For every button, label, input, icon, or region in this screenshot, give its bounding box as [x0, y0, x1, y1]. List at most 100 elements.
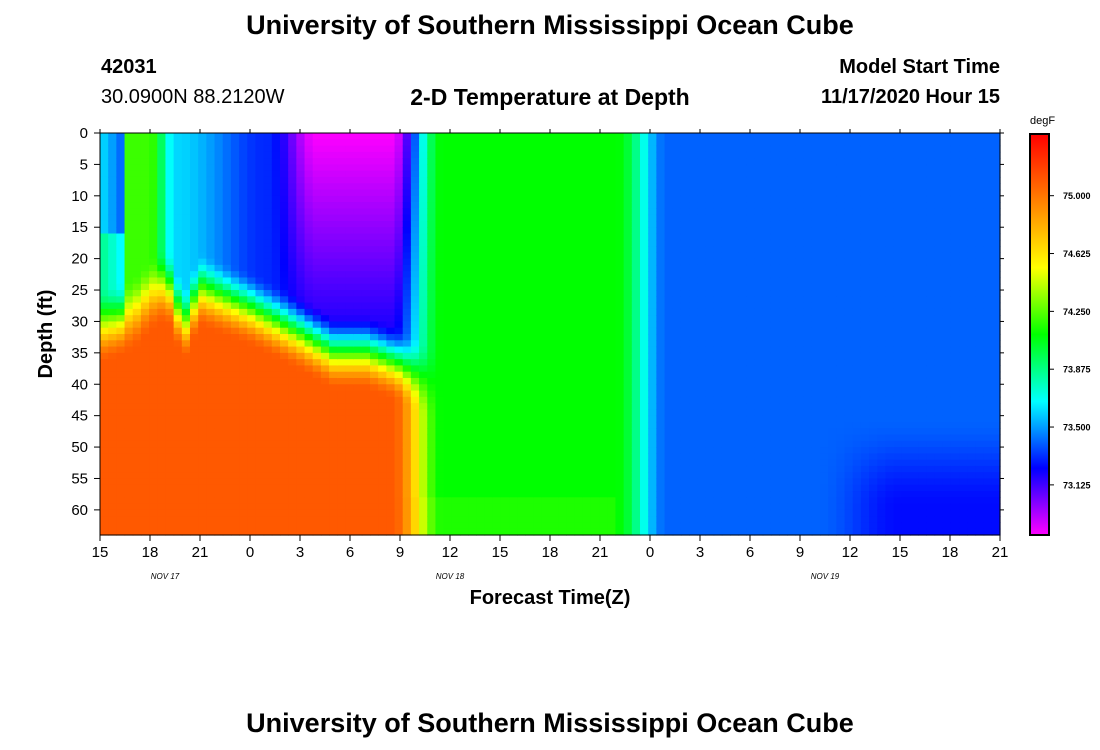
heatmap-cell	[116, 208, 126, 216]
heatmap-cell	[190, 346, 199, 354]
heatmap-cell	[476, 453, 486, 461]
heatmap-cell	[247, 139, 257, 147]
heatmap-cell	[500, 195, 510, 203]
heatmap-cell	[190, 484, 199, 492]
heatmap-cell	[132, 359, 142, 367]
heatmap-cell	[443, 428, 453, 436]
heatmap-cell	[623, 497, 633, 505]
heatmap-cell	[214, 440, 224, 448]
heatmap-cell	[108, 258, 117, 266]
heatmap-cell	[190, 371, 199, 379]
heatmap-cell	[533, 440, 543, 448]
heatmap-cell	[140, 352, 150, 360]
heatmap-cell	[590, 195, 600, 203]
heatmap-cell	[558, 491, 567, 498]
heatmap-cell	[656, 164, 666, 172]
heatmap-cell	[623, 164, 633, 172]
heatmap-cell	[443, 409, 453, 417]
heatmap-cell	[149, 290, 158, 297]
heatmap-cell	[713, 321, 723, 329]
heatmap-cell	[132, 377, 142, 385]
heatmap-cell	[402, 195, 412, 203]
heatmap-cell	[296, 296, 306, 304]
heatmap-cell	[320, 415, 330, 423]
heatmap-cell	[492, 302, 502, 310]
heatmap-cell	[370, 220, 379, 228]
heatmap-cell	[140, 176, 150, 184]
heatmap-cell	[697, 384, 707, 392]
heatmap-cell	[713, 491, 723, 498]
heatmap-cell	[198, 352, 207, 360]
heatmap-cell	[410, 214, 420, 222]
heatmap-cell	[509, 396, 518, 404]
heatmap-cell	[345, 352, 355, 360]
heatmap-cell	[435, 321, 445, 329]
heatmap-cell	[378, 258, 387, 266]
heatmap-cell	[157, 509, 167, 517]
heatmap-cell	[124, 522, 134, 530]
heatmap-cell	[198, 459, 207, 467]
heatmap-cell	[533, 220, 543, 228]
heatmap-cell	[419, 478, 428, 486]
heatmap-cell	[640, 346, 649, 354]
heatmap-cell	[656, 497, 666, 505]
heatmap-cell	[451, 214, 461, 222]
heatmap-cell	[173, 176, 183, 184]
heatmap-cell	[623, 352, 633, 360]
heatmap-cell	[173, 434, 183, 442]
heatmap-cell	[460, 271, 469, 279]
heatmap-cell	[582, 459, 592, 467]
heatmap-cell	[574, 497, 584, 505]
heatmap-cell	[664, 283, 674, 291]
heatmap-cell	[615, 133, 625, 140]
heatmap-cell	[435, 164, 445, 172]
heatmap-cell	[149, 164, 158, 172]
heatmap-cell	[353, 453, 363, 461]
heatmap-cell	[288, 334, 297, 341]
heatmap-cell	[386, 503, 396, 511]
heatmap-cell	[623, 421, 633, 429]
heatmap-cell	[500, 327, 510, 335]
heatmap-cell	[230, 334, 240, 341]
heatmap-cell	[222, 409, 232, 417]
heatmap-cell	[435, 302, 445, 310]
heatmap-cell	[165, 271, 175, 279]
heatmap-cell	[394, 440, 404, 448]
heatmap-cell	[484, 164, 494, 172]
heatmap-cell	[550, 396, 559, 404]
heatmap-cell	[656, 434, 666, 442]
heatmap-cell	[263, 233, 273, 241]
heatmap-cell	[410, 365, 420, 373]
heatmap-cell	[108, 365, 117, 373]
heatmap-cell	[288, 233, 297, 241]
heatmap-cell	[230, 365, 240, 373]
heatmap-cell	[296, 528, 306, 536]
heatmap-cell	[443, 528, 453, 536]
heatmap-cell	[263, 516, 273, 524]
heatmap-cell	[525, 403, 535, 410]
heatmap-cell	[566, 170, 576, 178]
heatmap-cell	[558, 308, 567, 316]
heatmap-cell	[533, 195, 543, 203]
heatmap-cell	[304, 208, 314, 216]
heatmap-cell	[181, 164, 191, 172]
heatmap-cell	[541, 283, 551, 291]
heatmap-cell	[271, 377, 281, 385]
heatmap-cell	[484, 133, 494, 140]
heatmap-cell	[402, 459, 412, 467]
heatmap-cell	[255, 478, 265, 486]
heatmap-cell	[320, 396, 330, 404]
heatmap-cell	[173, 459, 183, 467]
heatmap-cell	[656, 271, 666, 279]
heatmap-cell	[574, 327, 584, 335]
heatmap-cell	[410, 472, 420, 480]
heatmap-cell	[623, 440, 633, 448]
heatmap-cell	[353, 491, 363, 498]
heatmap-cell	[697, 522, 707, 530]
heatmap-cell	[386, 133, 396, 140]
heatmap-cell	[320, 472, 330, 480]
heatmap-cell	[255, 403, 265, 410]
heatmap-cell	[730, 264, 739, 272]
heatmap-cell	[361, 352, 371, 360]
heatmap-cell	[337, 484, 347, 492]
